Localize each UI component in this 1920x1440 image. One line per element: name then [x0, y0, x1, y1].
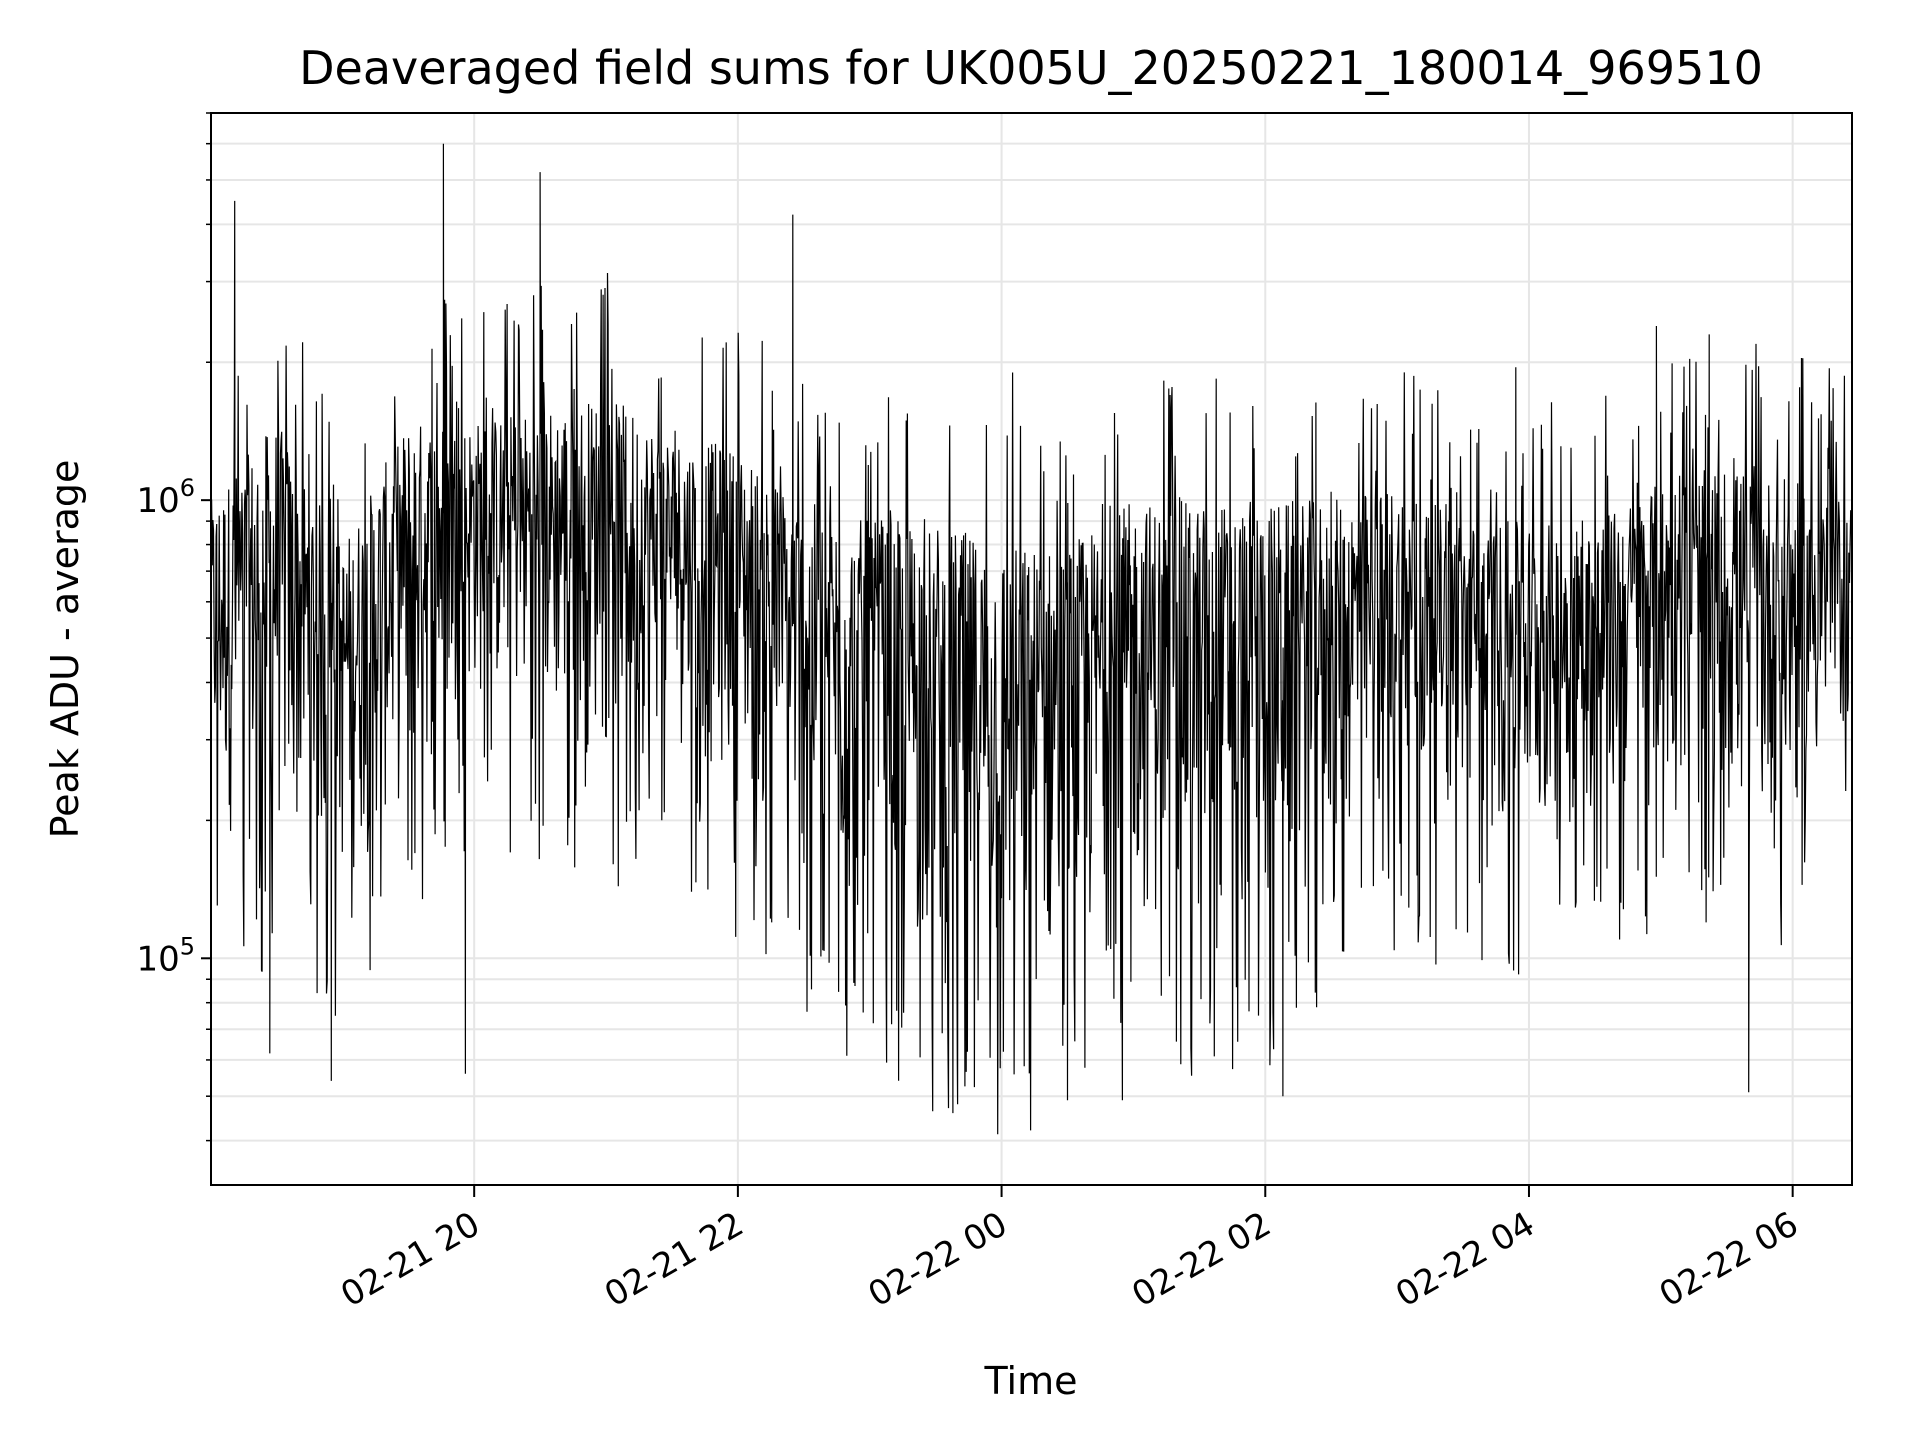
y-axis-label: Peak ADU - average: [43, 460, 87, 839]
y-tick-label: 105: [136, 932, 195, 979]
plot-area: [210, 143, 1853, 1157]
y-tick-label: 106: [136, 474, 195, 521]
x-axis-label: Time: [984, 1359, 1078, 1403]
series-line: [210, 143, 1853, 1157]
plot-frame: [210, 112, 1853, 1186]
chart-title: Deaveraged field sums for UK005U_2025022…: [299, 41, 1763, 95]
y-axis: 105 106: [136, 112, 211, 1142]
